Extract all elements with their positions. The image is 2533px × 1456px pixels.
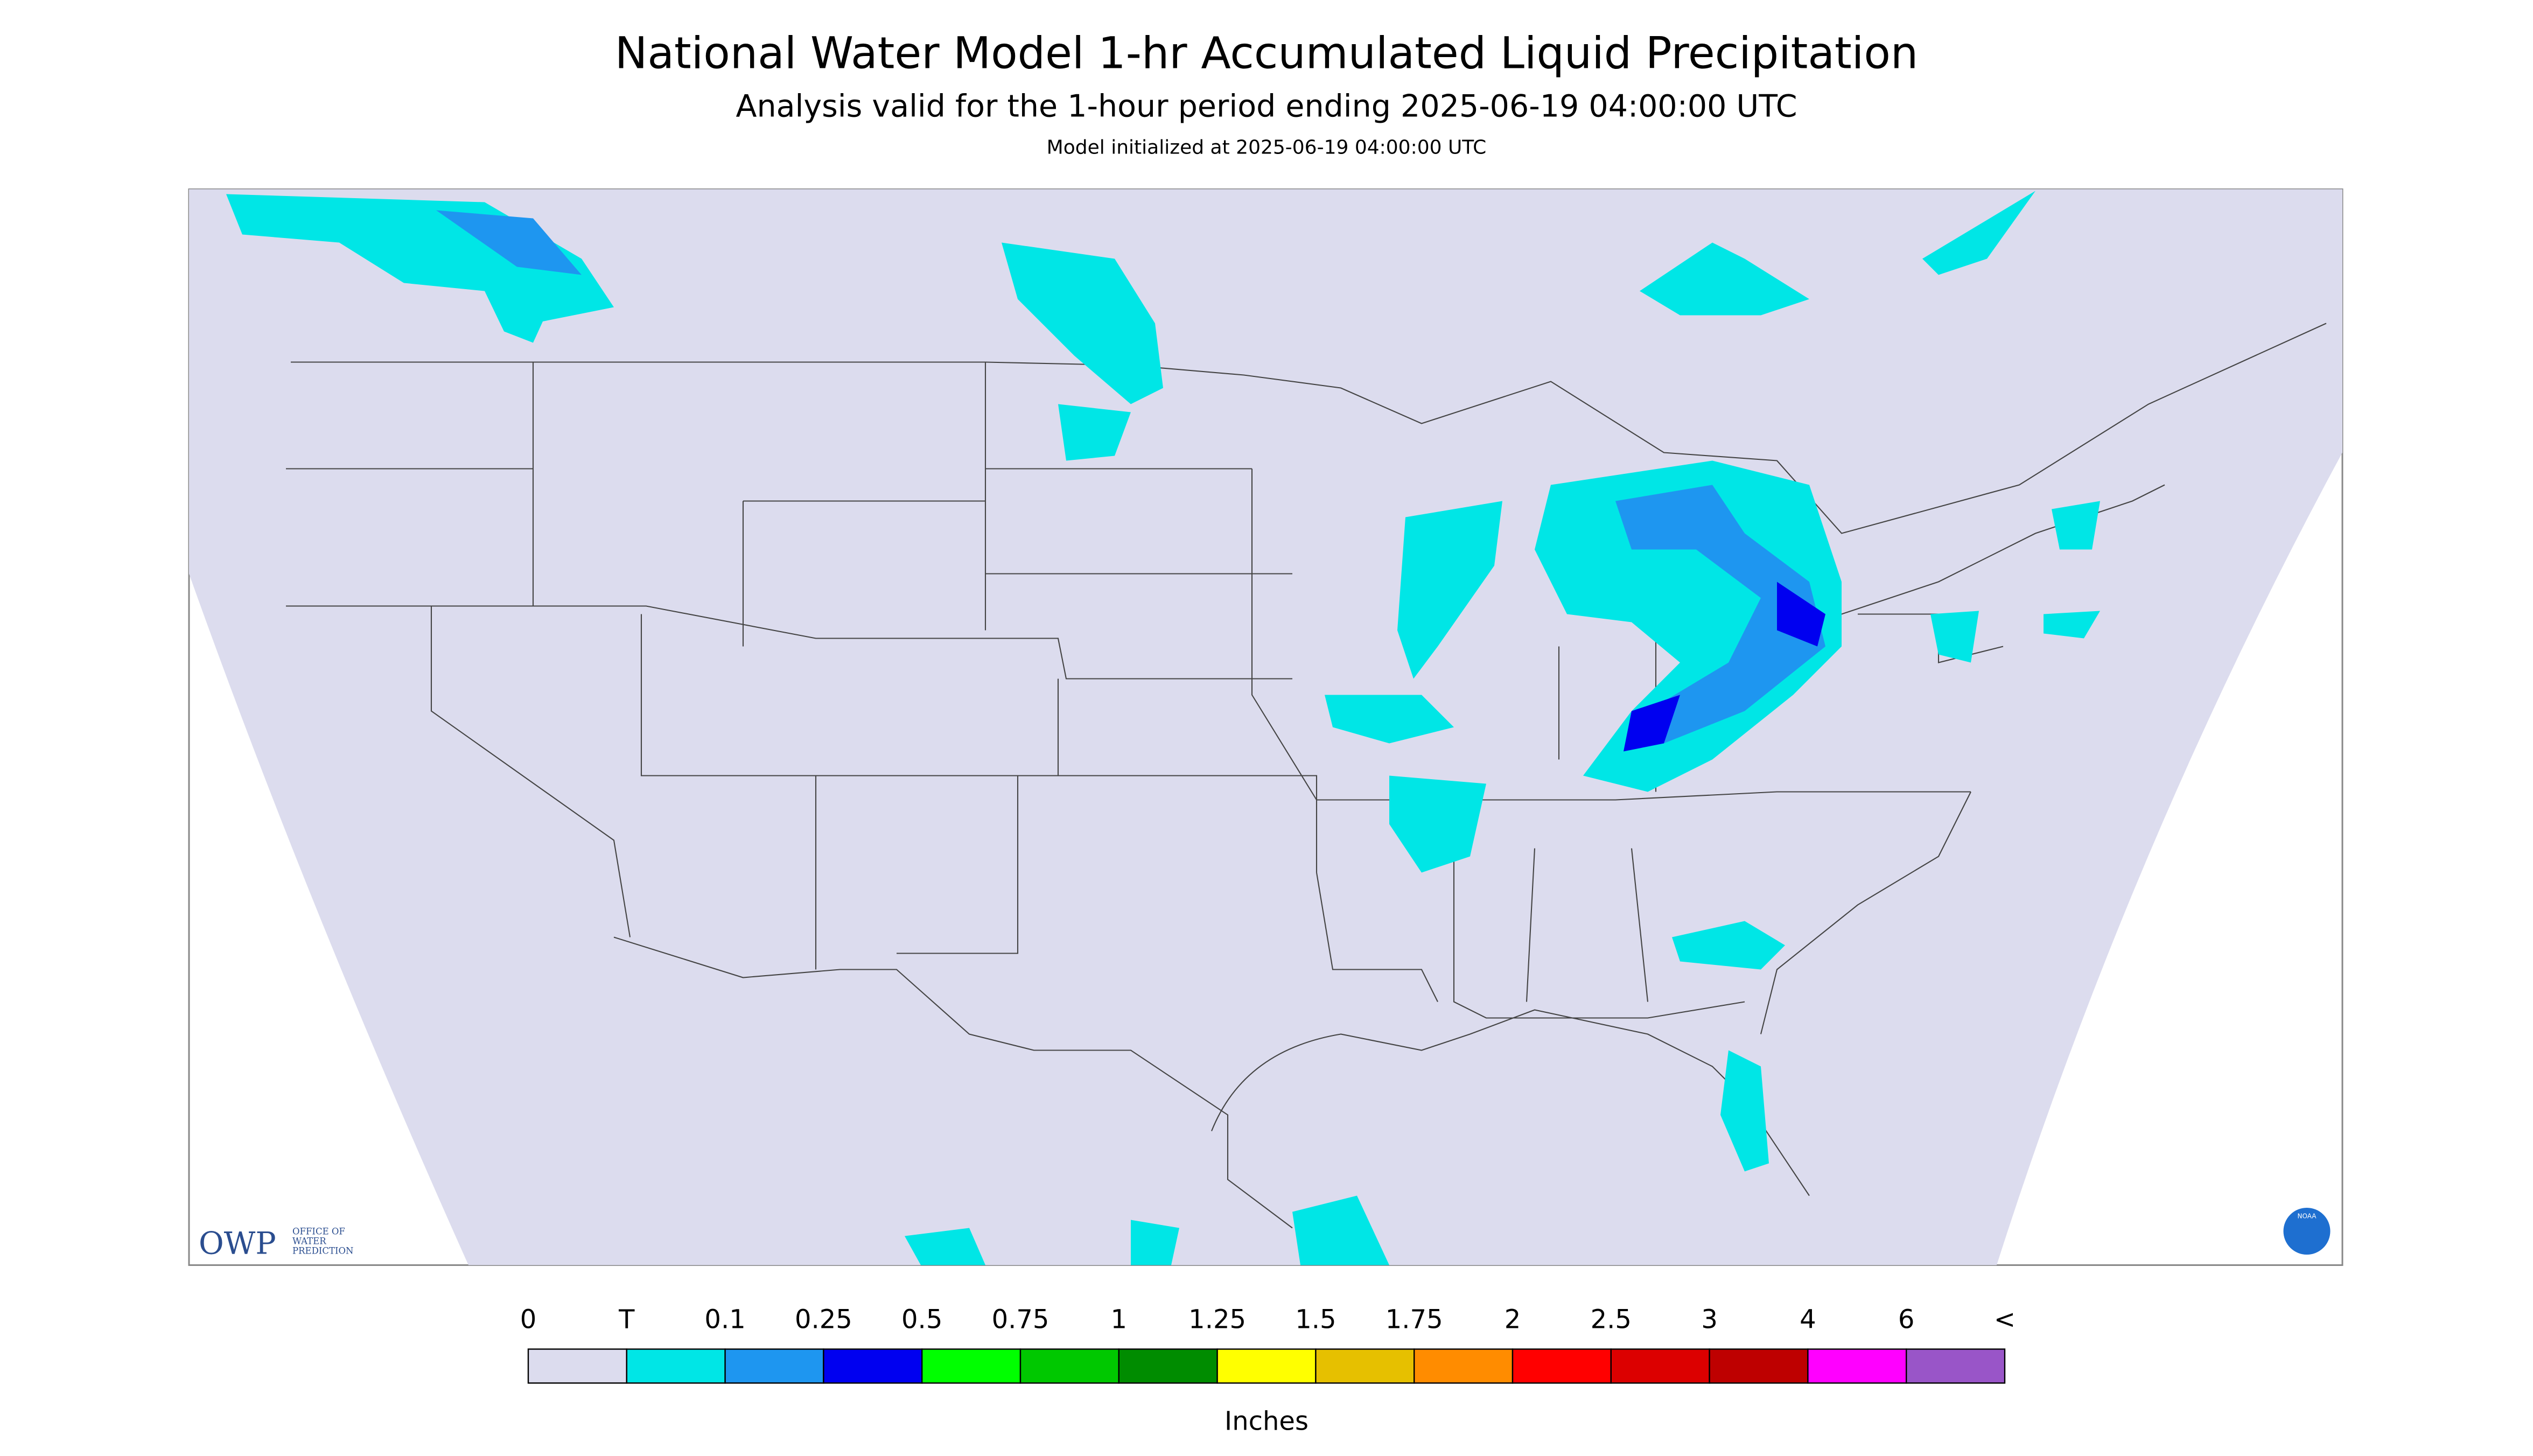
model-domain [189, 189, 2342, 1265]
title: National Water Model 1-hr Accumulated Li… [615, 29, 1918, 79]
precip-area [905, 1195, 1389, 1265]
legend-label: 6 [1898, 1305, 1915, 1335]
precip-area [1640, 242, 1809, 316]
legend-swatch [626, 1348, 726, 1384]
legend-swatch [1216, 1348, 1317, 1384]
legend-label: 0 [520, 1305, 537, 1335]
precip-area [1325, 695, 1454, 744]
owp-logo-line: WATER [292, 1236, 326, 1247]
legend: 0 T 0.1 0.25 0.5 0.75 1 1.25 1.5 1.75 2 2.5 3 4 6 < [520, 1305, 2016, 1384]
legend-label: 0.25 [795, 1305, 852, 1335]
legend-label: 3 [1701, 1305, 1718, 1335]
legend-swatch [1905, 1348, 2006, 1384]
legend-label: < [1994, 1305, 2016, 1335]
legend-label: 0.5 [901, 1305, 942, 1335]
legend-label: 0.1 [704, 1305, 745, 1335]
precip-area [1624, 582, 1825, 752]
precip-areas [226, 191, 2100, 1265]
precip-area [1615, 485, 1825, 744]
legend-swatch [527, 1348, 628, 1384]
legend-label: 1 [1111, 1305, 1128, 1335]
legend-swatch [1414, 1348, 1514, 1384]
init-time: Model initialized at 2025-06-19 04:00:00… [1047, 137, 1487, 159]
legend-label: 0.75 [992, 1305, 1049, 1335]
precip-area [436, 210, 582, 275]
legend-label: 4 [1800, 1305, 1816, 1335]
precip-area [1720, 1050, 1769, 1172]
legend-swatch [724, 1348, 824, 1384]
precip-area [1058, 404, 1131, 461]
noaa-logo [2282, 1206, 2332, 1256]
precip-area [1930, 501, 2100, 663]
legend-swatch [823, 1348, 923, 1384]
precip-area [1922, 191, 2035, 275]
precip-area [1389, 775, 1486, 873]
subtitle: Analysis valid for the 1-hour period end… [736, 89, 1797, 124]
legend-label: 1.25 [1188, 1305, 1246, 1335]
legend-label: 1.5 [1295, 1305, 1336, 1335]
precip-area [1672, 921, 1785, 970]
legend-swatch [1118, 1348, 1218, 1384]
legend-swatch [921, 1348, 1021, 1384]
legend-label: 1.75 [1386, 1305, 1443, 1335]
precip-area [1002, 242, 1163, 404]
legend-unit: Inches [1224, 1406, 1309, 1437]
legend-swatch [1512, 1348, 1612, 1384]
legend-swatch [1807, 1348, 1907, 1384]
owp-logo: OWP [199, 1226, 276, 1262]
precip-area [1535, 460, 1842, 792]
noaa-logo-text: NOAA [2298, 1213, 2317, 1220]
legend-label: 2 [1505, 1305, 1521, 1335]
legend-swatch [1315, 1348, 1415, 1384]
legend-swatch [1019, 1348, 1120, 1384]
precip-area [1397, 501, 1502, 679]
boundaries [286, 323, 2327, 1229]
legend-swatch [1610, 1348, 1710, 1384]
legend-label: 2.5 [1591, 1305, 1632, 1335]
precip-area [485, 291, 549, 343]
legend-label: T [618, 1305, 635, 1335]
owp-logo-line: OFFICE OF [292, 1227, 345, 1237]
owp-logo-line: PREDICTION [292, 1246, 353, 1256]
legend-swatch [1709, 1348, 1809, 1384]
